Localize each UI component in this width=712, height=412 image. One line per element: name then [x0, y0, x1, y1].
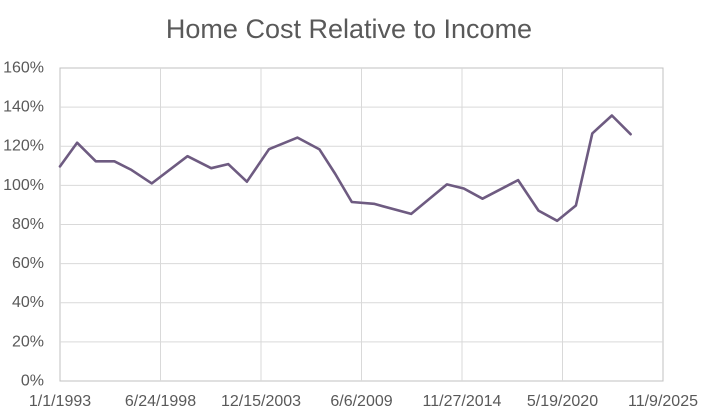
svg-text:120%: 120%: [3, 138, 44, 155]
svg-text:160%: 160%: [3, 60, 44, 77]
svg-text:1/1/1993: 1/1/1993: [29, 393, 91, 410]
svg-text:6/6/2009: 6/6/2009: [330, 393, 392, 410]
svg-text:11/9/2025: 11/9/2025: [628, 393, 698, 410]
svg-text:100%: 100%: [3, 177, 44, 194]
svg-text:11/27/2014: 11/27/2014: [423, 393, 502, 410]
svg-text:60%: 60%: [12, 255, 44, 272]
svg-text:5/19/2020: 5/19/2020: [527, 393, 598, 410]
svg-text:20%: 20%: [12, 333, 44, 350]
svg-text:12/15/2003: 12/15/2003: [221, 393, 301, 410]
svg-text:0%: 0%: [21, 373, 44, 390]
svg-text:80%: 80%: [12, 216, 44, 233]
svg-text:140%: 140%: [3, 99, 44, 116]
svg-text:40%: 40%: [12, 294, 44, 311]
svg-text:6/24/1998: 6/24/1998: [125, 393, 196, 410]
